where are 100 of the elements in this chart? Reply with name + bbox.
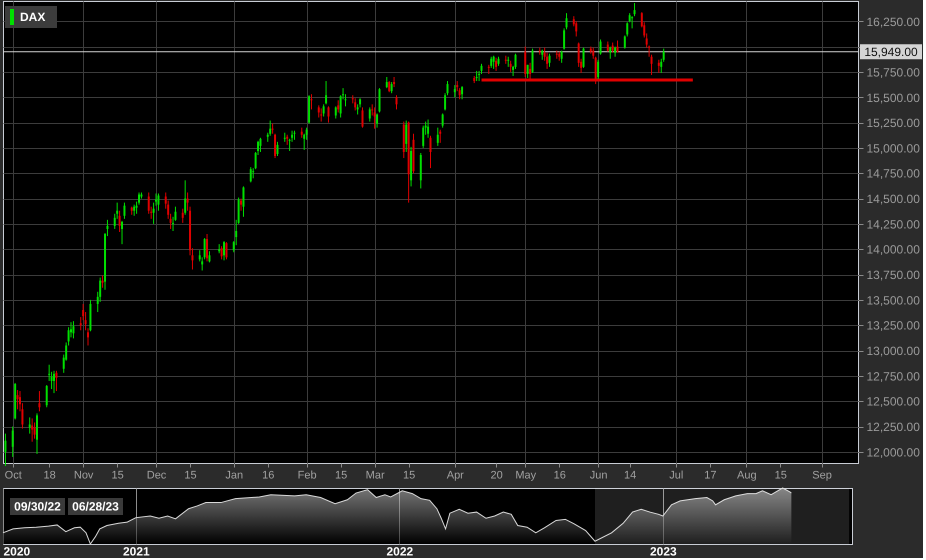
candlestick: [422, 125, 424, 148]
x-tick-label: 15: [184, 470, 197, 482]
candlestick: [184, 180, 186, 216]
candlestick: [320, 108, 322, 122]
x-tick-label: Nov: [74, 470, 94, 482]
candlestick: [102, 275, 104, 288]
candlestick: [454, 84, 456, 98]
x-tick-label: Jul: [669, 470, 684, 482]
candlestick: [242, 186, 244, 218]
candlestick: [395, 94, 398, 110]
candlestick: [72, 320, 74, 339]
candlestick: [504, 55, 507, 64]
y-tick-label: 15,750.00: [866, 65, 920, 80]
x-tick-label: 18: [44, 470, 56, 482]
candlestick: [361, 106, 364, 128]
candlestick: [556, 50, 558, 60]
candlestick: [300, 127, 303, 138]
candlestick: [541, 49, 544, 60]
candlestick: [631, 16, 634, 29]
candlestick: [38, 390, 40, 412]
candlestick: [560, 50, 563, 64]
candlestick: [240, 198, 242, 212]
x-tick-label: Feb: [298, 470, 317, 482]
candlestick: [390, 82, 393, 94]
candlestick: [439, 129, 442, 144]
x-tick-label: Dec: [146, 470, 167, 482]
x-tick-label: 2022: [386, 544, 414, 558]
candlestick: [325, 80, 328, 105]
candlestick: [123, 202, 126, 220]
candlestick: [393, 76, 396, 88]
candlestick: [430, 135, 432, 169]
candlestick: [378, 88, 380, 113]
candlestick: [286, 134, 288, 146]
candlestick: [118, 210, 121, 232]
x-tick-label: May: [515, 470, 537, 482]
x-tick-label: 15: [403, 470, 416, 482]
candlestick: [488, 64, 490, 74]
candlestick: [133, 204, 136, 216]
candlestick: [12, 426, 14, 458]
x-tick-label: 2023: [650, 544, 678, 558]
candlestick: [334, 106, 337, 120]
y-tick-label: 13,500.00: [866, 293, 920, 308]
candlestick: [658, 59, 660, 74]
candlestick: [293, 130, 296, 140]
candlestick: [53, 370, 56, 394]
x-tick-label: 16: [554, 470, 566, 482]
candlestick: [405, 120, 408, 152]
annotation: 09/30/22: [14, 500, 62, 514]
candlestick: [609, 46, 612, 60]
y-tick-label: 15,000.00: [866, 141, 920, 156]
candlestick: [600, 39, 602, 56]
candlestick: [34, 422, 36, 440]
x-tick-label: 2021: [122, 544, 150, 558]
candlestick: [322, 104, 325, 117]
y-tick-label: 14,250.00: [866, 217, 920, 232]
candlestick: [218, 244, 220, 254]
x-tick-label: 14: [624, 470, 636, 482]
x-tick-label: 20: [490, 470, 503, 482]
candlestick: [526, 64, 529, 78]
candlestick: [206, 234, 208, 262]
candlestick: [250, 166, 252, 183]
y-tick-label: 12,750.00: [866, 369, 920, 384]
candlestick: [436, 127, 439, 146]
candlestick: [582, 47, 585, 68]
x-tick-label: Sep: [812, 470, 832, 482]
candlestick: [220, 246, 223, 260]
x-tick-label: Oct: [4, 470, 22, 482]
y-tick-label: 12,250.00: [866, 420, 920, 434]
candlestick: [208, 250, 210, 263]
candlestick: [337, 100, 340, 113]
candlestick: [461, 86, 464, 100]
candlestick: [318, 104, 320, 118]
candlestick: [386, 76, 388, 89]
candlestick: [223, 240, 226, 261]
candlestick: [495, 57, 498, 72]
y-tick-label: 14,500.00: [866, 192, 920, 206]
x-tick-label: 15: [774, 470, 787, 482]
candlestick: [612, 42, 614, 54]
y-tick-label: 13,250.00: [866, 318, 920, 333]
candlestick: [374, 106, 376, 130]
legend-label: DAX: [20, 10, 46, 24]
ref-line-label: 15,949.00: [864, 44, 918, 59]
candlestick: [225, 242, 228, 260]
y-tick-label: 13,750.00: [866, 268, 920, 282]
candlestick: [597, 59, 600, 80]
candlestick: [368, 106, 371, 122]
candlestick: [4, 433, 6, 467]
candlestick: [634, 2, 636, 17]
x-tick-label: 15: [112, 470, 124, 482]
candlestick: [16, 390, 19, 410]
x-tick-label: Mar: [366, 470, 385, 482]
candlestick: [121, 220, 124, 245]
candlestick: [476, 70, 478, 82]
x-tick-label: 17: [704, 470, 716, 482]
x-tick-label: 2020: [4, 544, 31, 558]
candlestick: [354, 98, 356, 111]
candlestick: [442, 112, 444, 128]
candlestick: [182, 208, 184, 224]
candlestick: [507, 56, 510, 68]
x-tick-label: Apr: [446, 470, 464, 482]
